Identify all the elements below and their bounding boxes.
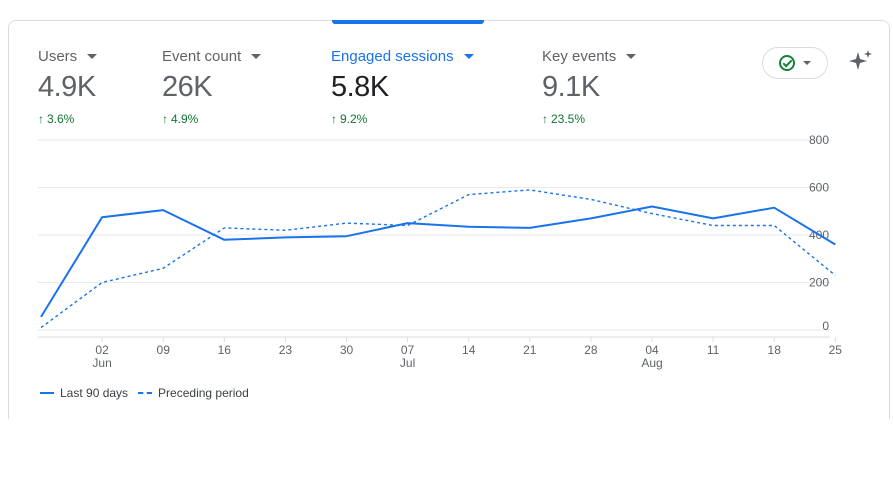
y-tick-label: 800 (809, 133, 829, 147)
chevron-down-icon[interactable] (463, 54, 474, 59)
chevron-down-icon (803, 61, 811, 65)
arrow-up-icon: ↑ (542, 112, 548, 126)
y-tick-label: 600 (809, 181, 829, 195)
active-metric-indicator (332, 20, 484, 24)
arrow-up-icon: ↑ (331, 112, 337, 126)
x-tick-label: 11 (707, 343, 720, 357)
check-circle-icon (779, 55, 795, 71)
data-quality-button[interactable] (762, 47, 828, 79)
legend-swatch-solid (40, 392, 54, 394)
metric-key-events[interactable]: Key events 9.1K ↑ 23.5% (542, 48, 637, 126)
arrow-up-icon: ↑ (162, 112, 168, 126)
metric-value: 26K (162, 71, 213, 103)
chart-legend: Last 90 days Preceding period (40, 386, 249, 400)
metric-event-count[interactable]: Event count 26K ↑ 4.9% (162, 48, 262, 126)
metric-label: Users (38, 48, 78, 65)
x-tick-label: 25 (829, 343, 843, 357)
x-tick-label: 28 (584, 343, 598, 357)
legend-item-previous[interactable]: Preceding period (138, 386, 249, 400)
metric-value: 9.1K (542, 71, 600, 103)
metric-delta: 3.6% (47, 112, 75, 126)
x-tick-label: 02 (95, 343, 109, 357)
chevron-down-icon[interactable] (251, 54, 262, 59)
x-tick-label: 09 (157, 343, 171, 357)
metric-label: Key events (542, 48, 617, 65)
metric-delta: 23.5% (551, 112, 586, 126)
legend-label: Preceding period (158, 386, 249, 400)
metric-value: 4.9K (38, 71, 96, 103)
series-line-preceding-period (40, 189, 836, 329)
metric-label: Event count (162, 48, 242, 65)
metric-label: Engaged sessions (331, 48, 454, 65)
x-tick-label: 16 (218, 343, 232, 357)
chevron-down-icon[interactable] (87, 54, 98, 59)
x-tick-label: 30 (340, 343, 354, 357)
metric-value: 5.8K (331, 71, 389, 103)
metric-delta: 9.2% (340, 112, 368, 126)
insights-sparkle-icon[interactable] (846, 48, 874, 76)
chart-card (8, 20, 890, 419)
legend-label: Last 90 days (60, 386, 129, 400)
series-line-last-90-days (40, 205, 836, 318)
x-tick-month-label: Jun (92, 356, 111, 370)
x-tick-label: 14 (462, 343, 476, 357)
arrow-up-icon: ↑ (38, 112, 44, 126)
x-tick-label: 04 (645, 343, 659, 357)
metric-engaged-sessions[interactable]: Engaged sessions 5.8K ↑ 9.2% (331, 48, 474, 126)
legend-item-current[interactable]: Last 90 days (40, 386, 128, 400)
legend-swatch-dashed (138, 392, 153, 394)
x-tick-label: 23 (279, 343, 293, 357)
metric-delta: 4.9% (171, 112, 199, 126)
x-tick-label: 18 (768, 343, 782, 357)
metric-users[interactable]: Users 4.9K ↑ 3.6% (38, 48, 98, 126)
x-tick-label: 07 (401, 343, 415, 357)
y-tick-label: 200 (809, 276, 829, 290)
x-tick-month-label: Aug (641, 356, 662, 370)
chevron-down-icon[interactable] (626, 54, 637, 59)
x-tick-label: 21 (523, 343, 537, 357)
y-tick-label: 0 (822, 319, 829, 333)
x-tick-month-label: Jul (400, 356, 415, 370)
